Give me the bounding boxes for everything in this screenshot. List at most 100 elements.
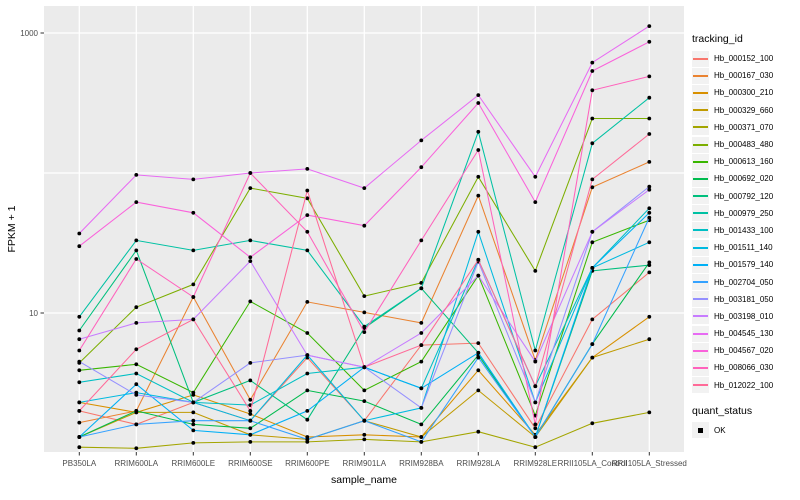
point [419,406,424,410]
point [134,173,139,177]
point [419,435,424,439]
point [191,282,196,287]
legend: tracking_id Hb_000152_100 Hb_000167_030 Hb… [692,33,800,439]
point [476,148,481,152]
point [590,177,595,182]
point [305,300,310,304]
point [590,421,595,426]
legend-key-line-icon [692,67,709,84]
point [647,74,652,79]
x-tick-label: RRIM600LE [172,459,216,468]
legend-key-line-icon [692,222,709,239]
point [362,399,367,403]
point [305,196,310,201]
legend-entry-Hb_000792_120: Hb_000792_120 [692,188,800,205]
point [590,342,595,346]
point [590,229,595,234]
point [248,409,253,413]
legend-entry-Hb_012022_100: Hb_012022_100 [692,377,800,394]
legend-key-line-icon [692,102,709,119]
point [647,184,652,189]
x-tick-label: RRIM928BA [399,459,444,468]
point [248,171,253,175]
legend-entry-label: Hb_000979_250 [714,208,774,218]
point [590,317,595,322]
point [647,39,652,44]
point [362,432,367,437]
series-Hb_008066_030 [77,74,652,427]
point [77,328,82,333]
point [134,200,139,205]
legend-key-line-icon [692,50,709,67]
point [134,422,139,427]
series-Hb_000483_480 [77,116,652,365]
point [476,193,481,198]
point [134,409,139,413]
series-layer [77,24,652,451]
point [362,330,367,334]
legend-entry-label: Hb_001433_100 [714,225,774,235]
point [191,400,196,405]
point [248,378,253,383]
point [305,248,310,253]
point [362,365,367,370]
point [476,368,481,373]
point [248,426,253,431]
legend-entry-Hb_001511_140: Hb_001511_140 [692,239,800,256]
legend-entry-Hb_000613_160: Hb_000613_160 [692,153,800,170]
point [305,388,310,393]
legend-title-tracking-id: tracking_id [692,33,743,45]
quant-status-label: OK [714,425,726,435]
x-axis-title: sample_name [331,474,397,486]
point [248,186,253,191]
point [476,174,481,179]
legend-entry-Hb_001433_100: Hb_001433_100 [692,222,800,239]
point [77,380,82,385]
point [647,410,652,415]
point [77,359,82,364]
legend-entry-label: Hb_000167_030 [714,71,774,81]
legend-entry-Hb_003181_050: Hb_003181_050 [692,291,800,308]
legend-key-line-icon [692,274,709,291]
x-tick-label: RRIM600SE [228,459,272,468]
point [419,165,424,170]
legend-entry-label: Hb_000329_660 [714,105,774,115]
point [476,229,481,234]
point [362,186,367,191]
point [590,185,595,190]
point [134,248,139,253]
point [647,215,652,220]
point [191,422,196,427]
point [248,418,253,423]
point [419,359,424,364]
legend-entry-label: Hb_000152_100 [714,54,774,64]
point [362,294,367,298]
legend-entry-Hb_000300_210: Hb_000300_210 [692,84,800,101]
point [533,200,538,205]
series-Hb_000979_250 [77,95,652,353]
point [191,177,196,182]
point [248,259,253,263]
legend-entry-label: Hb_000300_210 [714,88,774,98]
legend-key-line-icon [692,291,709,308]
point [134,238,139,243]
point [647,263,652,267]
point [134,257,139,261]
point [134,371,139,376]
point [476,93,481,97]
legend-key-line-icon [692,342,709,359]
plot-panel [44,6,684,452]
point [77,435,82,439]
y-axis-title: FPKM + 1 [6,205,18,252]
legend-key-line-icon [692,119,709,136]
legend-entry-label: Hb_000792_120 [714,191,774,201]
point [77,231,82,236]
legend-entry-Hb_000167_030: Hb_000167_030 [692,67,800,84]
x-tick-label: RRII105LA_Stressed [612,459,687,468]
x-tick-label: RRIM901LA [343,459,387,468]
point [533,426,538,431]
point [248,299,253,304]
point [134,362,139,367]
x-tick-label: RRIM928LA [457,459,501,468]
